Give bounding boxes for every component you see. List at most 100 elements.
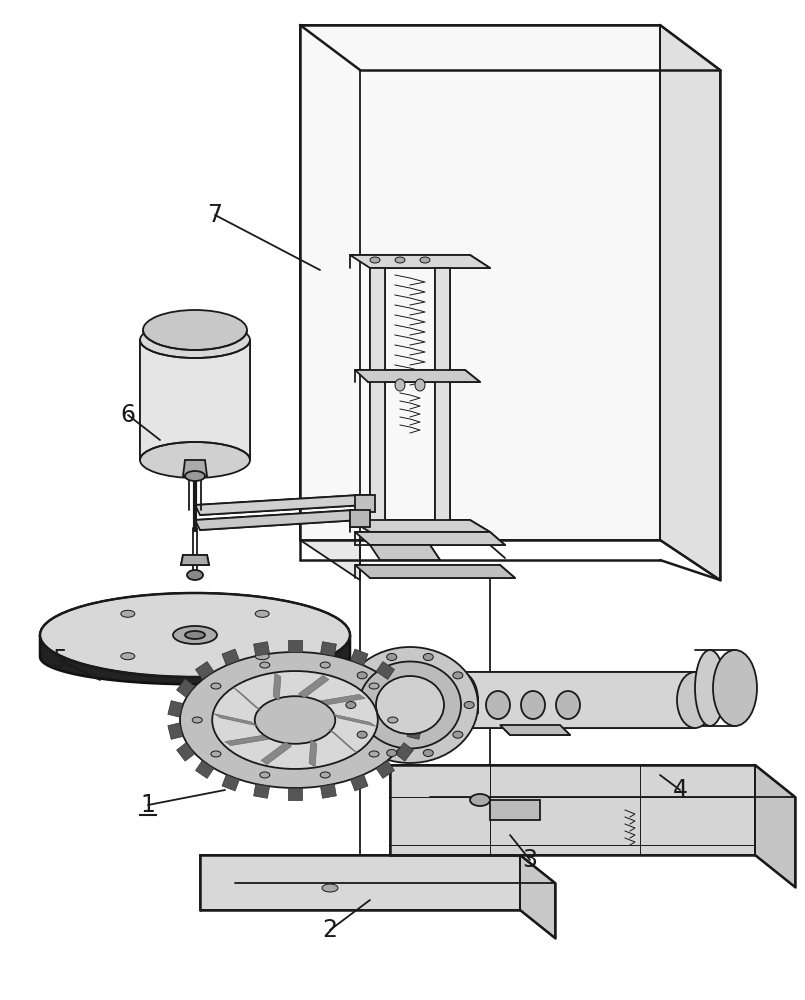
Polygon shape — [351, 775, 368, 791]
Ellipse shape — [255, 610, 269, 617]
Polygon shape — [755, 765, 795, 887]
Polygon shape — [370, 545, 440, 560]
Polygon shape — [329, 729, 357, 753]
Ellipse shape — [420, 257, 430, 263]
Ellipse shape — [359, 662, 461, 748]
Polygon shape — [350, 510, 370, 527]
Polygon shape — [390, 765, 795, 797]
Ellipse shape — [255, 653, 269, 660]
Polygon shape — [222, 775, 239, 791]
Ellipse shape — [346, 702, 356, 708]
Polygon shape — [376, 761, 394, 778]
Text: 1: 1 — [141, 793, 155, 817]
Polygon shape — [490, 800, 540, 820]
Polygon shape — [200, 855, 555, 883]
Ellipse shape — [376, 676, 444, 734]
Polygon shape — [407, 723, 422, 739]
Polygon shape — [395, 679, 414, 697]
Polygon shape — [183, 460, 207, 476]
Polygon shape — [460, 692, 478, 713]
Ellipse shape — [121, 653, 134, 660]
Polygon shape — [395, 743, 414, 761]
Text: 5: 5 — [52, 648, 68, 672]
Polygon shape — [176, 743, 195, 761]
Polygon shape — [254, 784, 270, 798]
Text: 4: 4 — [672, 778, 687, 802]
Polygon shape — [288, 640, 302, 652]
Polygon shape — [195, 510, 360, 530]
Polygon shape — [435, 268, 450, 530]
Text: 7: 7 — [208, 203, 222, 227]
Polygon shape — [321, 694, 365, 705]
Ellipse shape — [213, 671, 378, 769]
Ellipse shape — [185, 471, 205, 481]
Polygon shape — [300, 25, 360, 580]
Ellipse shape — [140, 442, 250, 478]
Polygon shape — [390, 765, 755, 855]
Polygon shape — [355, 565, 515, 578]
Ellipse shape — [395, 257, 405, 263]
Ellipse shape — [320, 662, 330, 668]
Polygon shape — [196, 662, 214, 679]
Ellipse shape — [369, 683, 379, 689]
Ellipse shape — [260, 662, 270, 668]
Ellipse shape — [322, 884, 338, 892]
Polygon shape — [233, 687, 261, 711]
Ellipse shape — [192, 717, 202, 723]
Polygon shape — [320, 784, 336, 798]
Ellipse shape — [143, 310, 247, 350]
Polygon shape — [407, 701, 422, 717]
Polygon shape — [300, 25, 660, 540]
Ellipse shape — [464, 702, 474, 708]
Polygon shape — [200, 855, 520, 910]
Polygon shape — [333, 714, 376, 726]
Polygon shape — [254, 642, 270, 656]
Polygon shape — [140, 340, 250, 460]
Polygon shape — [355, 495, 375, 512]
Ellipse shape — [173, 626, 217, 644]
Text: 2: 2 — [323, 918, 337, 942]
Polygon shape — [351, 649, 368, 665]
Ellipse shape — [713, 650, 757, 726]
Ellipse shape — [423, 749, 433, 756]
Polygon shape — [168, 723, 183, 739]
Polygon shape — [376, 662, 394, 679]
Polygon shape — [355, 370, 480, 382]
Polygon shape — [181, 555, 209, 565]
Polygon shape — [300, 25, 720, 70]
Ellipse shape — [486, 691, 510, 719]
Polygon shape — [195, 495, 365, 515]
Ellipse shape — [370, 257, 380, 263]
Polygon shape — [660, 25, 720, 580]
Ellipse shape — [342, 647, 478, 763]
Polygon shape — [196, 761, 214, 778]
Polygon shape — [176, 679, 195, 697]
Polygon shape — [460, 672, 695, 728]
Ellipse shape — [185, 631, 205, 639]
Polygon shape — [222, 649, 239, 665]
Ellipse shape — [395, 379, 405, 391]
Ellipse shape — [470, 794, 490, 806]
Text: 3: 3 — [522, 848, 538, 872]
Ellipse shape — [442, 672, 478, 728]
Polygon shape — [273, 673, 281, 700]
Polygon shape — [350, 520, 490, 532]
Ellipse shape — [521, 691, 545, 719]
Ellipse shape — [556, 691, 580, 719]
Ellipse shape — [357, 672, 367, 679]
Polygon shape — [309, 740, 317, 767]
Ellipse shape — [415, 379, 425, 391]
Ellipse shape — [677, 672, 713, 728]
Ellipse shape — [357, 731, 367, 738]
Ellipse shape — [369, 751, 379, 757]
Polygon shape — [520, 855, 555, 938]
Polygon shape — [320, 642, 336, 656]
Ellipse shape — [453, 672, 463, 679]
Ellipse shape — [388, 717, 398, 723]
Text: 6: 6 — [121, 403, 135, 427]
Ellipse shape — [211, 683, 221, 689]
Polygon shape — [355, 532, 505, 545]
Ellipse shape — [180, 652, 410, 788]
Ellipse shape — [260, 772, 270, 778]
Polygon shape — [288, 788, 302, 800]
